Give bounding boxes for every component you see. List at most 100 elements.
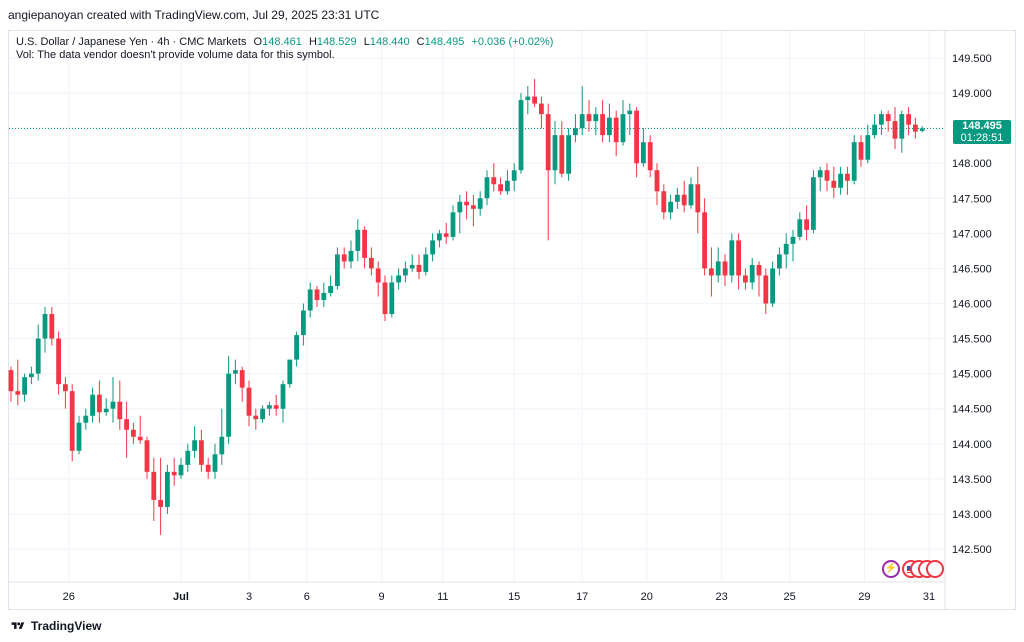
candle-body (416, 264, 422, 272)
candle-body (892, 121, 898, 139)
candle-body (695, 184, 701, 213)
candle (620, 100, 626, 146)
lightning-icon[interactable]: ⚡ (882, 560, 900, 578)
candle-body (348, 250, 354, 262)
y-tick-label: 145.500 (952, 334, 992, 346)
candle (545, 103, 551, 241)
candle-body (158, 499, 163, 507)
candle (185, 443, 191, 472)
candle (811, 170, 816, 234)
candle (899, 110, 905, 153)
candle-body (552, 135, 558, 171)
candle (518, 93, 524, 174)
candle-body (403, 268, 408, 276)
y-tick-label: 145.000 (952, 369, 992, 381)
close-label: C (416, 36, 425, 48)
candle (56, 331, 61, 395)
candle (845, 166, 850, 195)
candle (69, 384, 75, 462)
candle (273, 394, 279, 416)
candle-body (885, 114, 891, 122)
candle-body (76, 422, 82, 451)
candle-body (688, 184, 694, 206)
candle-body (620, 114, 626, 143)
candle (654, 163, 660, 206)
y-tick-label: 144.000 (952, 439, 992, 451)
us-flag-event-icon[interactable] (926, 560, 944, 578)
candle (634, 107, 639, 178)
candle (15, 359, 21, 406)
candle (573, 114, 578, 143)
candle (76, 415, 82, 455)
candle-body (804, 219, 809, 230)
candle-body (681, 194, 687, 206)
candle (403, 261, 408, 283)
candle-body (355, 229, 361, 251)
candle (851, 135, 857, 185)
candle-body (872, 124, 877, 136)
candle (892, 107, 898, 150)
candle (321, 282, 327, 308)
candle (144, 436, 150, 479)
candle-body (634, 110, 639, 164)
candle (49, 307, 55, 346)
high-value: 148.529 (316, 36, 357, 48)
candle-body (471, 205, 476, 209)
y-tick-label: 148.000 (952, 158, 992, 170)
candle-body (879, 114, 884, 125)
candle-body (314, 289, 320, 300)
candle-body (450, 212, 456, 237)
candle-body (756, 264, 762, 276)
candle (165, 464, 170, 514)
candle-body (579, 114, 585, 129)
candle (539, 96, 544, 129)
candle-body (369, 257, 374, 269)
candle (328, 275, 333, 297)
candle-body (457, 201, 463, 213)
x-tick-label: Jul (173, 591, 189, 603)
open-value: 148.461 (262, 36, 302, 48)
candle-body (239, 370, 245, 388)
candle (641, 128, 646, 167)
candle-body (382, 282, 388, 315)
candle-body (287, 359, 293, 385)
candle (600, 100, 605, 143)
candle-body (396, 275, 401, 283)
candle-body (430, 240, 435, 255)
y-tick-label: 149.000 (952, 88, 992, 100)
candle (681, 180, 687, 213)
candle (205, 457, 211, 479)
candle-body (219, 436, 225, 455)
candle (375, 261, 381, 297)
candle (498, 177, 503, 195)
candle (464, 191, 469, 220)
tradingview-logo-icon (11, 622, 25, 629)
candle-body (464, 201, 469, 206)
candle-body (178, 464, 184, 476)
candle-body (627, 110, 633, 115)
candle (906, 107, 911, 136)
x-tick-label: 25 (783, 591, 795, 603)
candle-body (593, 114, 599, 122)
candle (749, 257, 755, 290)
y-tick-label: 149.500 (952, 53, 992, 65)
footer-brand[interactable]: TradingView (10, 619, 101, 633)
candle (783, 233, 789, 269)
candle (137, 415, 143, 444)
candle (348, 240, 354, 269)
candle-body (661, 191, 667, 213)
candle (117, 380, 123, 430)
candle (838, 166, 843, 195)
candle (919, 126, 925, 133)
candle (647, 135, 653, 178)
candle (253, 408, 259, 430)
candle-body (233, 370, 238, 374)
candle-body (545, 114, 551, 171)
candle-body (212, 454, 218, 472)
x-tick-label: 31 (923, 591, 935, 603)
candle-body (865, 135, 871, 160)
candle (763, 268, 769, 315)
candle-body (518, 100, 524, 171)
candle (879, 110, 884, 136)
